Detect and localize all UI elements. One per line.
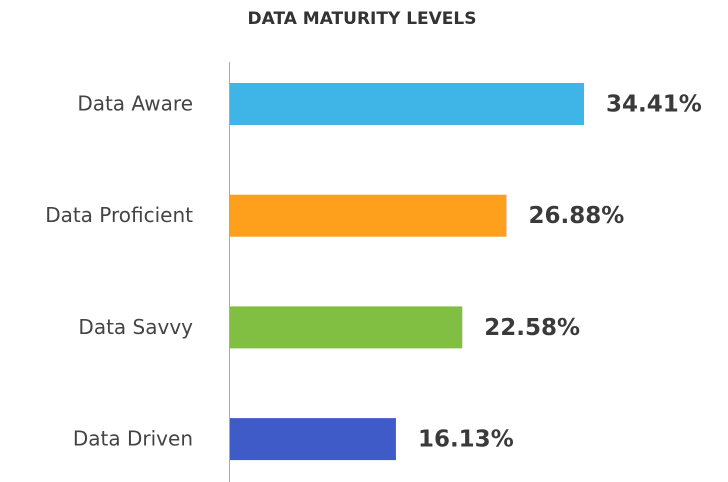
bar [230, 194, 507, 237]
category-label: Data Savvy [78, 315, 193, 339]
value-label: 26.88% [529, 203, 625, 229]
bar [230, 418, 396, 461]
category-label: Data Aware [77, 92, 193, 116]
bar [230, 306, 463, 349]
value-label: 22.58% [484, 315, 580, 341]
category-label: Data Driven [73, 427, 193, 451]
value-label: 34.41% [606, 92, 702, 118]
chart-title: DATA MATURITY LEVELS [248, 9, 477, 29]
value-label: 16.13% [418, 427, 514, 453]
category-label: Data Proficient [45, 203, 193, 227]
bar [230, 83, 584, 125]
